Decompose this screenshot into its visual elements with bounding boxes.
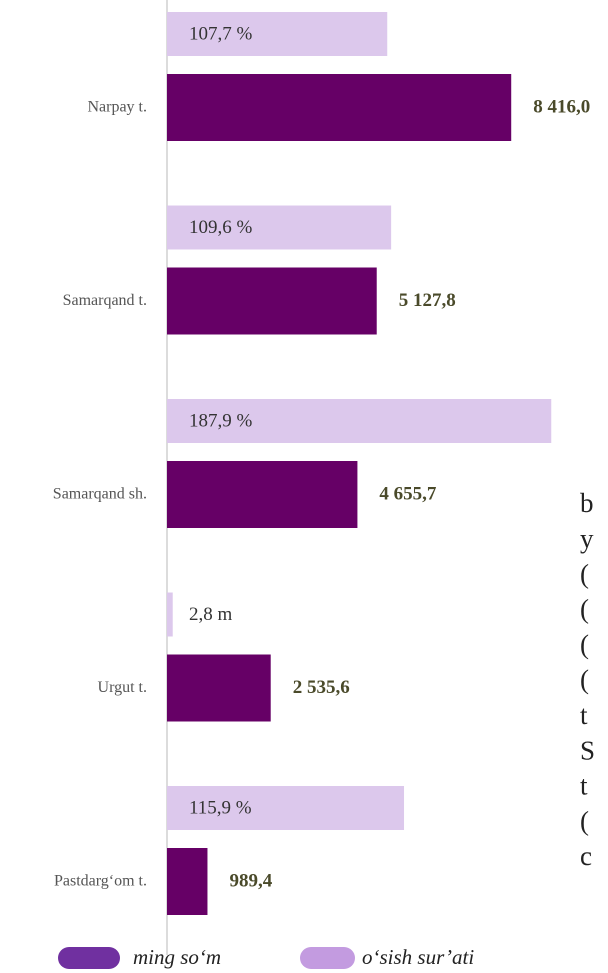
value-label: 989,4 [229,870,272,891]
rate-label: 2,8 m [189,604,233,625]
side-text: y [580,524,594,554]
category-label: Narpay t. [87,99,147,116]
side-text: ( [580,559,589,589]
category-label: Samarqand sh. [53,486,147,503]
side-text: t [580,700,588,730]
rate-bar [167,786,405,830]
side-text: t [580,771,588,801]
legend-swatch [300,947,355,969]
category-label: Urgut t. [98,679,147,696]
rate-label: 115,9 % [189,797,252,818]
category-label: Pastdarg‘om t. [54,873,147,890]
value-label: 4 655,7 [379,483,437,504]
rate-bar [167,205,392,250]
rate-bar [167,399,552,443]
side-text: ( [580,629,589,659]
value-label: 2 535,6 [293,677,350,698]
value-bar [167,654,271,722]
legend-label: o‘sish sur’ati [362,945,474,969]
side-text: ( [580,665,589,695]
side-text: c [580,841,592,871]
category-label: Samarqand t. [63,292,147,309]
value-label: 8 416,0 [533,96,590,117]
side-text: b [580,488,594,518]
value-bar [167,461,358,528]
legend-label: ming so‘m [133,945,221,969]
rate-label: 107,7 % [189,23,253,44]
rate-bar [167,592,173,637]
side-text: ( [580,806,589,836]
value-bar [167,267,377,335]
side-text: S [580,735,595,765]
legend-swatch [58,947,120,969]
side-text: ( [580,594,589,624]
value-bar [167,74,512,141]
value-label: 5 127,8 [399,290,456,311]
rate-bar [167,12,388,56]
rate-label: 109,6 % [189,217,253,238]
value-bar [167,848,208,915]
rate-label: 187,9 % [189,410,253,431]
